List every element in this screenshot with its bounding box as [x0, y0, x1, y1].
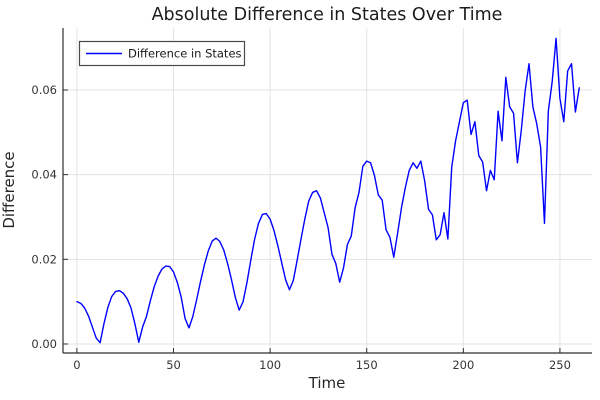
y-tick-label: 0.06: [31, 83, 57, 97]
legend: Difference in States: [78, 40, 246, 67]
x-tick-label: 50: [166, 358, 181, 372]
y-tick-label: 0.00: [31, 337, 57, 351]
x-axis-label: Time: [308, 374, 346, 392]
x-tick-label: 200: [452, 358, 474, 372]
axis-layer: [62, 28, 592, 354]
x-tick-label: 100: [259, 358, 281, 372]
tick-layer: 0.00 0.02 0.04 0.06 0 50 100 150 200 250: [31, 83, 571, 372]
grid-layer: [63, 28, 592, 353]
x-tick-label: 150: [356, 358, 378, 372]
x-tick-label: 250: [549, 358, 571, 372]
y-tick-label: 0.02: [31, 252, 57, 266]
legend-entry-label: Difference in States: [128, 47, 242, 61]
y-axis-label: Difference: [0, 151, 18, 228]
x-tick-label: 0: [73, 358, 80, 372]
chart-title: Absolute Difference in States Over Time: [152, 5, 503, 25]
y-tick-label: 0.04: [31, 168, 57, 182]
series-line: [76, 37, 580, 344]
